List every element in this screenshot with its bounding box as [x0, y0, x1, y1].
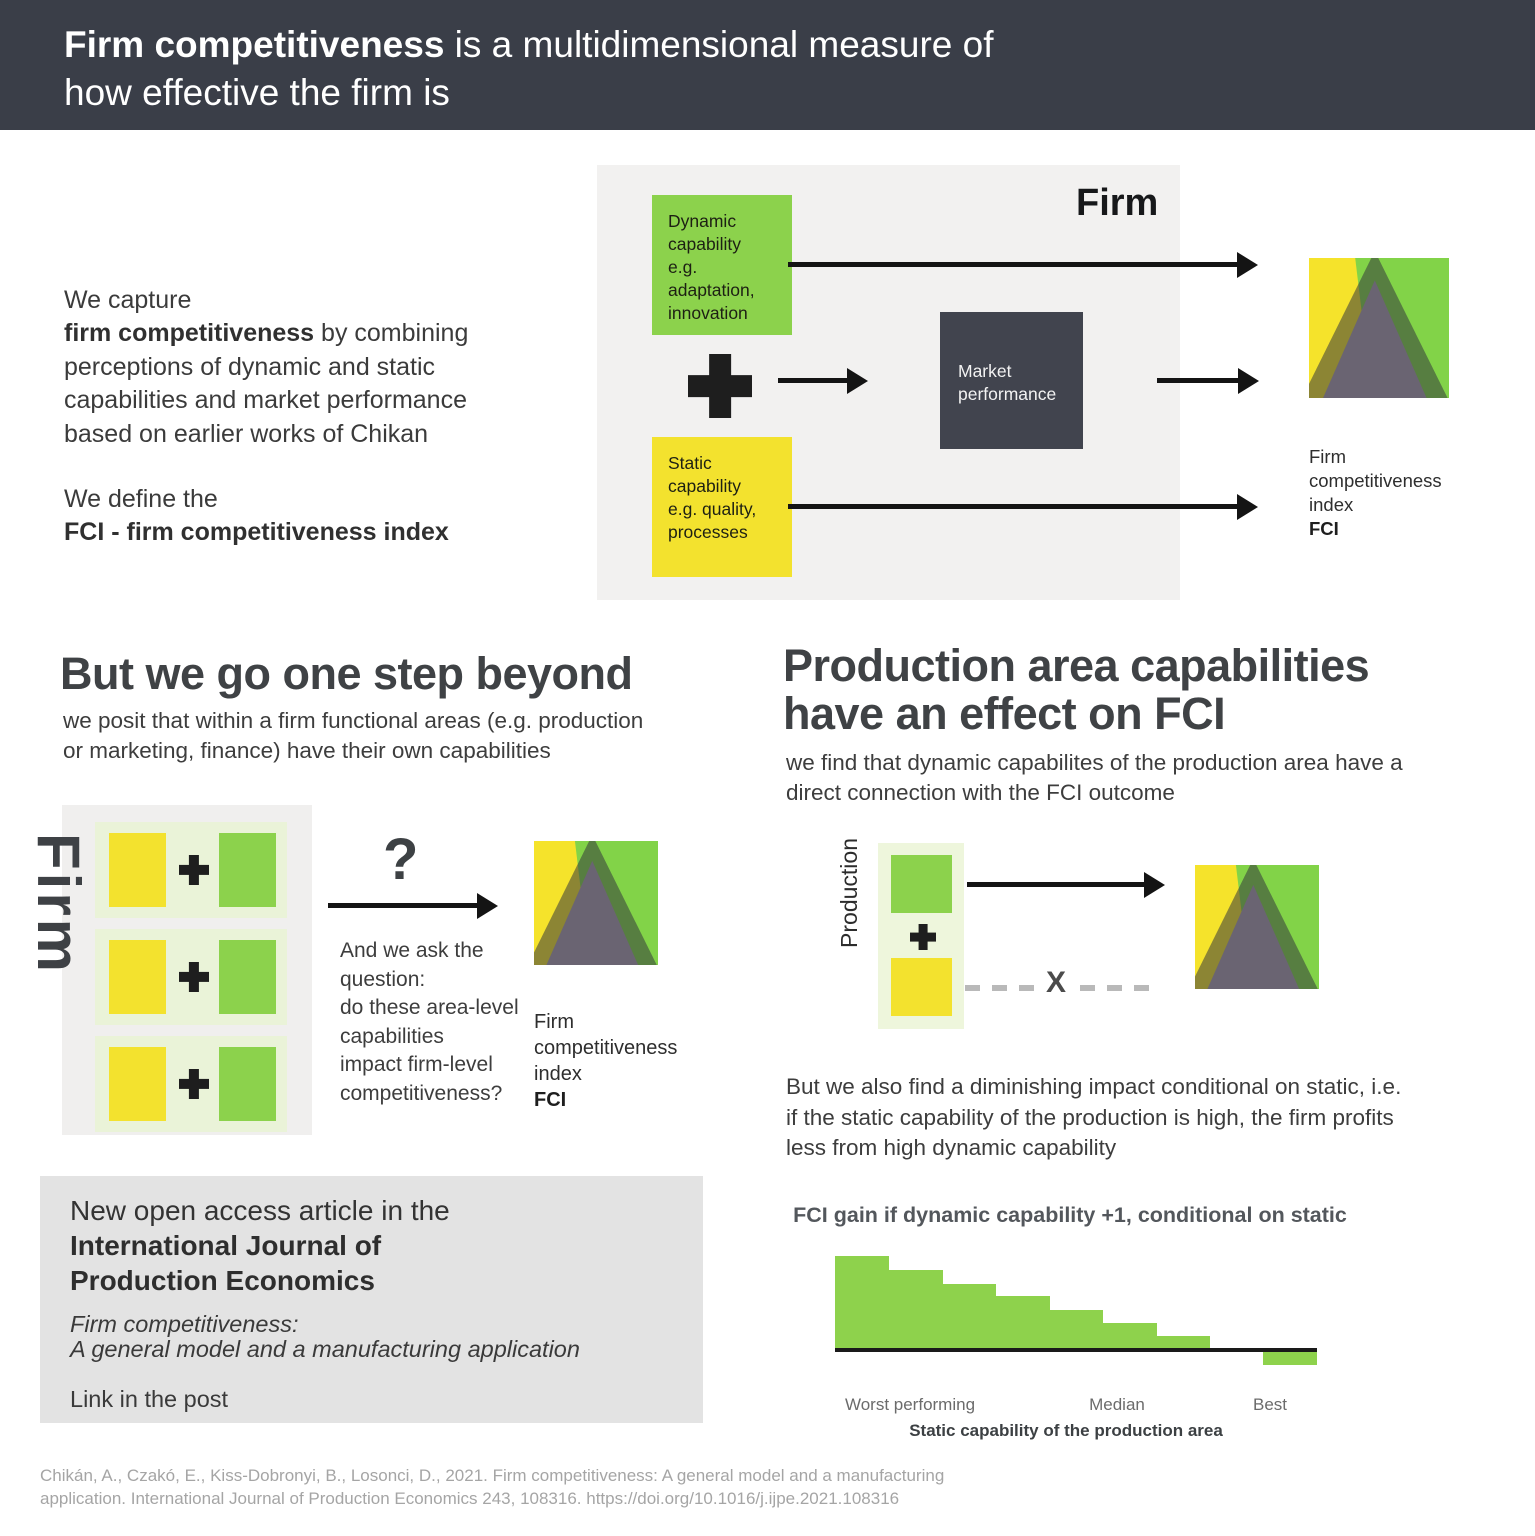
dynamic-square-icon [219, 940, 276, 1014]
bar-chart-plot [835, 1256, 1318, 1372]
production-subtext: we find that dynamic capabilites of the … [786, 750, 1403, 805]
step-beyond-subtext: we posit that within a firm functional a… [63, 708, 644, 763]
dynamic-capability-box: Dynamic capability e.g. adaptation, inno… [652, 195, 792, 335]
area-capability-row [95, 822, 287, 918]
fci-def-bold: FCI - firm competitiveness index [64, 518, 449, 546]
arrow-dynamic-to-fci-icon [788, 262, 1238, 267]
production-container [878, 843, 964, 1029]
fci-caption-bold: FCI [534, 1089, 567, 1111]
arrow-market-to-fci-icon [1157, 378, 1239, 383]
bar [1102, 1323, 1157, 1348]
bar [835, 1256, 890, 1348]
chart-title: FCI gain if dynamic capability +1, condi… [793, 1203, 1347, 1227]
article-announcement-box: New open access article in the Internati… [40, 1176, 703, 1423]
chart-baseline [835, 1348, 1317, 1352]
bar [1156, 1336, 1211, 1348]
dynamic-square-icon [891, 855, 952, 913]
plus-icon [179, 1069, 209, 1099]
fci-logo [1309, 258, 1449, 398]
production-rotated-label: Production [836, 838, 862, 948]
bar [1049, 1310, 1104, 1348]
static-square-icon [109, 833, 166, 907]
bar [888, 1270, 943, 1348]
fci-mountain-icon [1195, 865, 1319, 989]
intro-paragraph: We capture firm competitiveness by combi… [64, 250, 584, 451]
fci-logo [534, 841, 658, 965]
firm-panel-label: Firm [1076, 182, 1159, 224]
question-text: And we ask the question: do these area-l… [340, 939, 519, 1105]
chart-x-axis-title: Static capability of the production area [909, 1421, 1223, 1440]
static-square-icon [109, 1047, 166, 1121]
x-tick-worst: Worst performing [844, 1395, 976, 1414]
fci-logo-caption: Firm competitiveness index FCI [1309, 421, 1459, 565]
section-heading-production: Production area capabilities have an eff… [783, 640, 1370, 739]
diminishing-impact-note: But we also find a diminishing impact co… [786, 1074, 1402, 1160]
bar [995, 1296, 1050, 1348]
area-capability-row [95, 929, 287, 1025]
dynamic-square-icon [219, 1047, 276, 1121]
arrow-plus-to-market-icon [778, 378, 848, 383]
article-line1: New open access article in the [70, 1195, 450, 1226]
fci-def-lead: We define the [64, 484, 218, 513]
intro-rest: by combining perceptions of dynamic and … [64, 319, 469, 448]
arrow-dynamic-to-fci-icon [967, 882, 1145, 887]
article-title: Firm competitiveness: A general model an… [70, 1311, 580, 1362]
header-title-bold: Firm competitiveness [64, 24, 445, 65]
arrow-question-icon [328, 903, 478, 908]
fci-caption-text: Firm competitiveness index [1309, 446, 1442, 515]
bar [1263, 1352, 1318, 1365]
dynamic-square-icon [219, 833, 276, 907]
fci-logo [1195, 865, 1319, 989]
static-square-icon [109, 940, 166, 1014]
plus-icon [688, 354, 752, 418]
fci-mountain-icon [1309, 258, 1449, 398]
market-performance-box: Market performance [940, 312, 1083, 449]
intro-bold: firm competitiveness [64, 319, 315, 347]
header-title-line2: how effective the firm is [64, 72, 450, 113]
x-tick-best: Best [1252, 1395, 1288, 1414]
x-mark-icon: X [1046, 966, 1067, 999]
x-tick-median: Median [1089, 1395, 1145, 1414]
dashed-no-link-icon [1080, 985, 1154, 991]
header-banner: Firm competitiveness is a multidimension… [0, 0, 1535, 130]
fci-caption-bold: FCI [1309, 518, 1339, 539]
intro-lead: We capture [64, 285, 192, 314]
citation-text: Chikán, A., Czakó, E., Kiss-Dobronyi, B.… [40, 1466, 945, 1508]
static-capability-box: Static capability e.g. quality, processe… [652, 437, 792, 577]
plus-icon [910, 924, 936, 950]
arrow-static-to-fci-icon [788, 504, 1238, 509]
dashed-no-link-icon [965, 985, 1041, 991]
firm-rotated-label: Firm [25, 833, 92, 976]
header-title-rest: is a multidimensional measure of [444, 24, 994, 65]
link-in-post-text: Link in the post [70, 1386, 229, 1412]
bar [942, 1284, 997, 1348]
plus-icon [179, 962, 209, 992]
question-mark-icon: ? [383, 827, 419, 892]
section-heading-step-beyond: But we go one step beyond [60, 648, 633, 699]
plus-icon [179, 855, 209, 885]
fci-definition-paragraph: We define the FCI - firm competitiveness… [64, 449, 584, 550]
static-square-icon [891, 958, 952, 1016]
fci-caption-text: Firm competitiveness index [534, 1011, 678, 1085]
fci-mountain-icon [534, 841, 658, 965]
fci-logo-caption: Firm competitiveness index FCI [534, 983, 699, 1139]
area-capability-row [95, 1036, 287, 1132]
journal-name: International Journal of Production Econ… [70, 1230, 382, 1296]
